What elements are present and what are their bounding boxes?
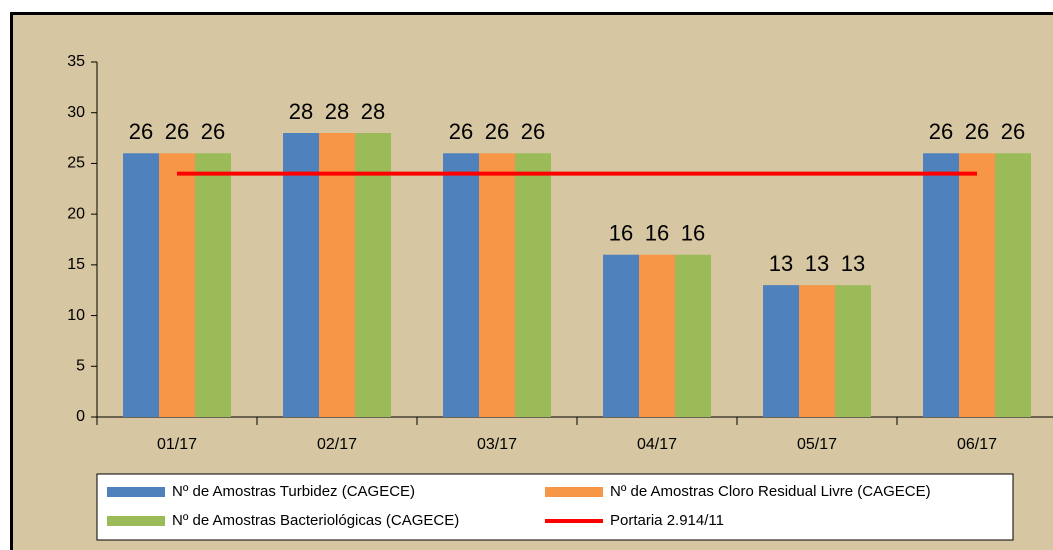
y-tick-label: 30 bbox=[67, 104, 85, 121]
bar bbox=[799, 285, 835, 417]
legend-label: Nº de Amostras Turbidez (CAGECE) bbox=[172, 483, 415, 500]
data-label: 26 bbox=[449, 119, 473, 144]
bar bbox=[283, 133, 319, 417]
y-tick-label: 35 bbox=[67, 53, 85, 70]
data-label: 13 bbox=[769, 251, 793, 276]
data-label: 26 bbox=[165, 119, 189, 144]
bar bbox=[763, 285, 799, 417]
y-tick-label: 20 bbox=[67, 205, 85, 222]
legend-label: Nº de Amostras Cloro Residual Livre (CAG… bbox=[610, 483, 931, 500]
data-label: 26 bbox=[485, 119, 509, 144]
data-label: 26 bbox=[521, 119, 545, 144]
bar bbox=[195, 153, 231, 418]
legend-swatch bbox=[107, 487, 165, 497]
bar bbox=[123, 153, 159, 418]
data-label: 16 bbox=[609, 221, 633, 246]
bar bbox=[959, 153, 995, 418]
bar bbox=[675, 254, 711, 417]
x-tick-label: 03/17 bbox=[477, 436, 517, 453]
data-label: 26 bbox=[965, 119, 989, 144]
y-tick-label: 15 bbox=[67, 256, 85, 273]
data-label: 16 bbox=[681, 221, 705, 246]
y-tick-label: 25 bbox=[67, 155, 85, 172]
bar bbox=[355, 133, 391, 417]
data-label: 28 bbox=[289, 99, 313, 124]
bar bbox=[443, 153, 479, 418]
y-tick-label: 0 bbox=[76, 408, 85, 425]
x-tick-label: 01/17 bbox=[157, 436, 197, 453]
data-label: 13 bbox=[841, 251, 865, 276]
x-tick-label: 02/17 bbox=[317, 436, 357, 453]
y-tick-label: 5 bbox=[76, 358, 85, 375]
bar bbox=[603, 254, 639, 417]
bar bbox=[835, 285, 871, 417]
data-label: 26 bbox=[201, 119, 225, 144]
bar bbox=[479, 153, 515, 418]
data-label: 26 bbox=[929, 119, 953, 144]
x-tick-label: 06/17 bbox=[957, 436, 997, 453]
data-label: 26 bbox=[1001, 119, 1025, 144]
y-tick-label: 10 bbox=[67, 307, 85, 324]
bar bbox=[319, 133, 355, 417]
data-label: 26 bbox=[129, 119, 153, 144]
data-label: 28 bbox=[325, 99, 349, 124]
bar bbox=[923, 153, 959, 418]
legend bbox=[96, 473, 1014, 541]
bar bbox=[995, 153, 1031, 418]
x-tick-label: 05/17 bbox=[797, 436, 837, 453]
legend-swatch bbox=[545, 519, 603, 523]
legend-swatch bbox=[545, 487, 603, 497]
x-tick-label: 04/17 bbox=[637, 436, 677, 453]
legend-label: Nº de Amostras Bacteriológicas (CAGECE) bbox=[172, 512, 459, 529]
bar bbox=[515, 153, 551, 418]
data-label: 13 bbox=[805, 251, 829, 276]
data-label: 16 bbox=[645, 221, 669, 246]
legend-label: Portaria 2.914/11 bbox=[610, 512, 724, 529]
bar bbox=[159, 153, 195, 418]
data-label: 28 bbox=[361, 99, 385, 124]
bar bbox=[639, 254, 675, 417]
legend-swatch bbox=[107, 516, 165, 526]
